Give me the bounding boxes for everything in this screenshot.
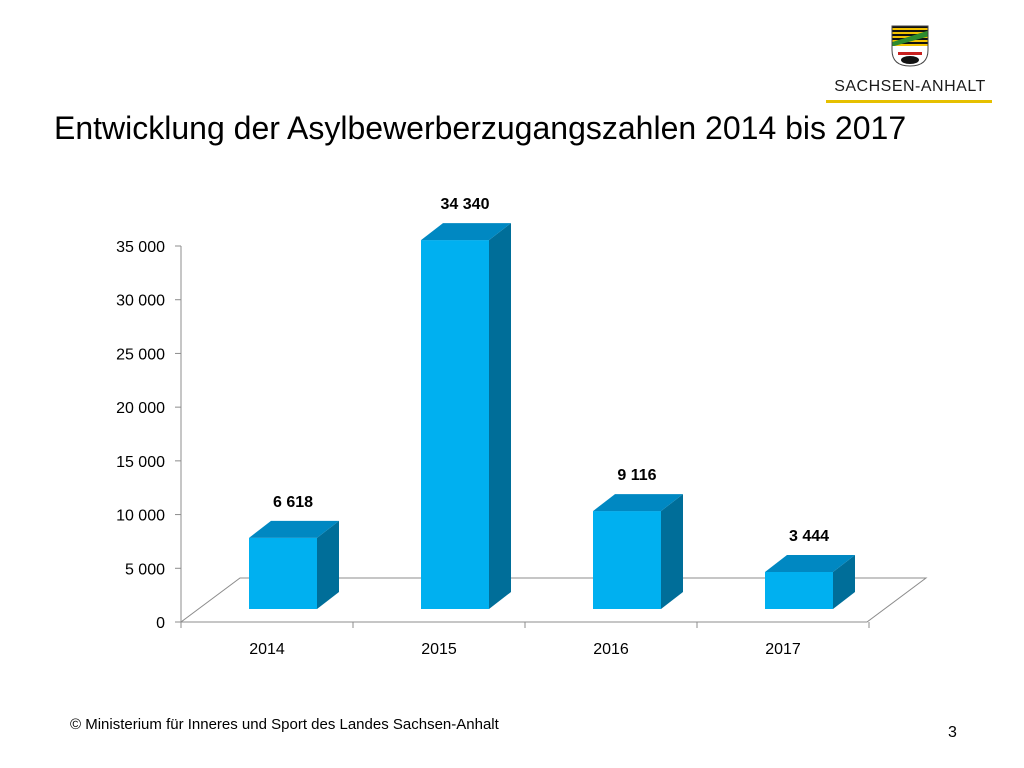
x-tick-label: 2016 — [593, 641, 629, 658]
bar-side — [317, 520, 339, 609]
red-wall — [898, 52, 922, 55]
y-tick-label: 20 000 — [116, 400, 165, 417]
y-tick-label: 25 000 — [116, 346, 165, 363]
shield-stripe — [892, 28, 928, 30]
y-tick-label: 0 — [156, 615, 165, 632]
bear — [901, 56, 919, 64]
y-tick-label: 5 000 — [125, 561, 165, 578]
shield-stripe — [892, 34, 928, 36]
shield-stripe — [892, 42, 928, 44]
bar — [593, 494, 683, 609]
y-tick-label: 10 000 — [116, 508, 165, 525]
bar-top — [421, 223, 511, 241]
slide-title: Entwicklung der Asylbewerberzugangszahle… — [54, 110, 907, 146]
bar — [421, 223, 511, 610]
y-tick-label: 15 000 — [116, 454, 165, 471]
rautenkranz — [892, 30, 928, 48]
shield-outline — [891, 25, 929, 67]
bar-front — [765, 572, 833, 609]
data-label: 9 116 — [617, 467, 656, 484]
bar-side — [833, 555, 855, 609]
data-label: 6 618 — [273, 494, 313, 511]
shield-stripe — [892, 30, 928, 32]
x-tick-label: 2014 — [249, 641, 285, 658]
shield-fill — [892, 26, 928, 66]
coat-of-arms-icon — [891, 25, 929, 67]
bar-front — [421, 240, 489, 610]
footer-copyright: © Ministerium für Inneres und Sport des … — [70, 716, 499, 733]
x-tick-label: 2015 — [421, 641, 457, 658]
data-label: 34 340 — [441, 196, 490, 213]
bar-top — [249, 520, 339, 538]
chart-labels: 6 618 34 340 9 116 3 444 — [273, 196, 829, 545]
bar-side — [489, 223, 511, 610]
bar — [249, 520, 339, 609]
bar-front — [593, 511, 661, 609]
bar-front — [249, 537, 317, 609]
logo-rule — [826, 100, 992, 103]
sachsen-anhalt-logo — [891, 25, 929, 67]
bar-side — [661, 494, 683, 609]
chart-bars — [249, 223, 855, 610]
bar-top — [593, 494, 683, 512]
shield-stripe — [892, 44, 928, 46]
y-tick-label: 30 000 — [116, 293, 165, 310]
chart-axes: 0 5 000 10 000 15 000 20 000 25 000 30 000 35 0… — [116, 239, 870, 658]
logo-text: SACHSEN-ANHALT — [834, 78, 986, 95]
y-tick-label: 35 000 — [116, 239, 165, 256]
bar — [765, 555, 855, 609]
x-tick-label: 2017 — [765, 641, 801, 658]
shield-stripe — [892, 32, 928, 34]
shield-stripe — [892, 26, 928, 28]
page-number: 3 — [948, 724, 957, 741]
bar-top — [765, 555, 855, 573]
data-label: 3 444 — [789, 528, 829, 545]
